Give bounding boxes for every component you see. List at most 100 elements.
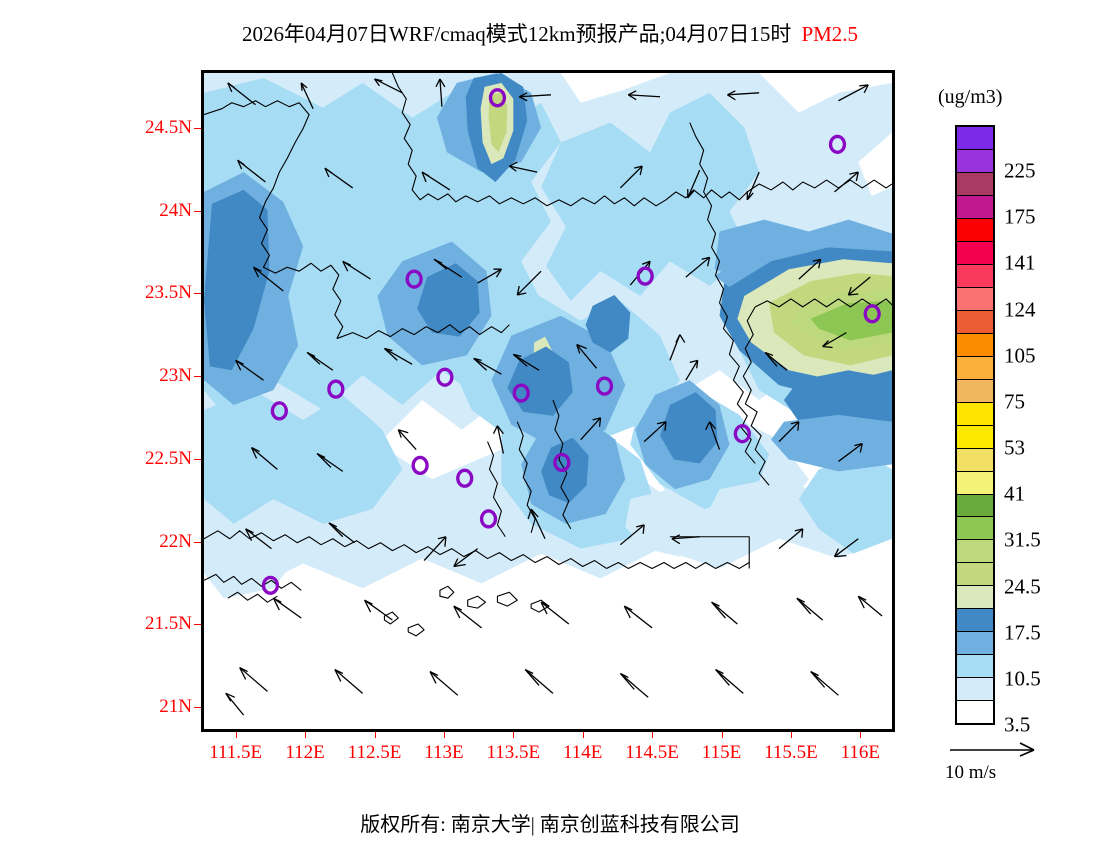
colorbar-band-12 bbox=[957, 402, 993, 426]
colorbar-band-15 bbox=[957, 471, 993, 495]
colorbar-label-105: 105 bbox=[1004, 343, 1036, 368]
x-tick-mark bbox=[860, 732, 862, 738]
y-tick-label: 21.5N bbox=[145, 613, 192, 635]
x-tick-label-116E: 116E bbox=[840, 742, 880, 763]
station-marker bbox=[733, 424, 751, 444]
colorbar-label-124: 124 bbox=[1004, 297, 1036, 322]
station-marker bbox=[479, 509, 498, 529]
colorbar-label-17.5: 17.5 bbox=[1004, 620, 1041, 645]
station-marker bbox=[863, 304, 881, 324]
title-species-text: PM2.5 bbox=[801, 22, 859, 46]
colorbar-band-23 bbox=[957, 655, 993, 679]
colorbar-label-24.5: 24.5 bbox=[1004, 574, 1041, 599]
map-canvas bbox=[204, 73, 892, 729]
colorbar-band-2 bbox=[957, 172, 993, 196]
map-plot-area[interactable] bbox=[201, 70, 895, 732]
colorbar-band-20 bbox=[957, 586, 993, 610]
station-marker bbox=[553, 452, 571, 473]
colorbar-label-10.5: 10.5 bbox=[1004, 666, 1041, 691]
colorbar-band-10 bbox=[957, 356, 993, 380]
station-marker bbox=[405, 269, 423, 289]
contour-band-10.5-17.5-ne-outer bbox=[714, 231, 892, 288]
colorbar-label-75: 75 bbox=[1004, 389, 1025, 414]
y-tick-label: 24N bbox=[159, 199, 192, 221]
colorbar-label-141: 141 bbox=[1004, 250, 1036, 275]
wind-scale-label: 10 m/s bbox=[945, 762, 997, 783]
arrow-right-icon bbox=[950, 742, 1035, 757]
station-marker-group[interactable] bbox=[261, 88, 881, 595]
x-tick-mark bbox=[582, 732, 584, 738]
x-tick-mark bbox=[443, 732, 445, 738]
y-tick-mark bbox=[194, 707, 201, 709]
x-tick-label-111.5E: 111.5E bbox=[209, 742, 263, 763]
x-tick-label-113.5E: 113.5E bbox=[486, 742, 541, 763]
colorbar-band-5 bbox=[957, 241, 993, 265]
colorbar-label-31.5: 31.5 bbox=[1004, 527, 1041, 552]
colorbar-band-11 bbox=[957, 379, 993, 403]
station-marker bbox=[411, 455, 429, 476]
x-tick-label-113E: 113E bbox=[424, 742, 464, 763]
station-marker bbox=[828, 134, 847, 154]
x-tick-mark bbox=[513, 732, 515, 738]
colorbar-band-0 bbox=[957, 127, 993, 150]
colorbar-band-16 bbox=[957, 494, 993, 518]
station-marker bbox=[512, 383, 530, 403]
x-tick-mark bbox=[652, 732, 654, 738]
colorbar[interactable] bbox=[955, 125, 995, 725]
y-tick-mark bbox=[194, 624, 201, 626]
colorbar-label-53: 53 bbox=[1004, 435, 1025, 460]
contour-band-10.5-17.5-b bbox=[541, 92, 760, 301]
y-tick-mark bbox=[194, 458, 201, 460]
colorbar-band-22 bbox=[957, 632, 993, 656]
administrative-boundaries bbox=[204, 73, 892, 637]
x-tick-mark bbox=[790, 732, 792, 738]
colorbar-band-4 bbox=[957, 218, 993, 242]
page-title: 2026年04月07日WRF/cmaq模式12km预报产品;04月07日15时 P… bbox=[0, 18, 1100, 48]
y-tick-mark bbox=[194, 541, 201, 543]
y-axis: 21N 21.5N 22N 22.5N 23N 23.5N 24N 24.5N bbox=[0, 0, 192, 850]
colorbar-band-3 bbox=[957, 195, 993, 219]
y-tick-label: 21N bbox=[159, 696, 192, 718]
colorbar-band-9 bbox=[957, 333, 993, 357]
colorbar-band-21 bbox=[957, 609, 993, 633]
colorbar-band-17 bbox=[957, 517, 993, 541]
y-tick-mark bbox=[194, 376, 201, 378]
station-marker bbox=[270, 401, 288, 421]
x-tick-label-115.5E: 115.5E bbox=[764, 742, 818, 763]
wind-scale-legend: 10 m/s bbox=[940, 736, 1090, 796]
colorbar-band-18 bbox=[957, 540, 993, 564]
x-tick-label-114E: 114E bbox=[562, 742, 603, 763]
x-tick-mark bbox=[235, 732, 237, 738]
colorbar-band-19 bbox=[957, 563, 993, 587]
colorbar-band-7 bbox=[957, 287, 993, 311]
colorbar-band-14 bbox=[957, 448, 993, 472]
wind-vector-field bbox=[225, 78, 883, 716]
contour-band-3.5-offshore bbox=[625, 489, 705, 557]
station-marker bbox=[488, 88, 507, 108]
x-tick-mark bbox=[721, 732, 723, 738]
colorbar-band-24 bbox=[957, 678, 993, 702]
contour-band-31.5-north-hotspot bbox=[488, 92, 508, 153]
colorbar-units-label: (ug/m3) bbox=[938, 86, 1003, 108]
contour-band-17.5-prd-f bbox=[585, 294, 631, 353]
colorbar-label-225: 225 bbox=[1004, 158, 1036, 183]
y-tick-mark bbox=[194, 127, 201, 129]
contour-band-3.5-offshore-b bbox=[707, 481, 784, 547]
colorbar-band-25 bbox=[957, 701, 993, 724]
colorbar-band-8 bbox=[957, 310, 993, 334]
colorbar-label-175: 175 bbox=[1004, 204, 1036, 229]
colorbar-label-3.5: 3.5 bbox=[1004, 712, 1031, 737]
title-main-text: 2026年04月07日WRF/cmaq模式12km预报产品;04月07日15时 bbox=[241, 22, 792, 46]
y-tick-mark bbox=[194, 293, 201, 295]
colorbar-tick-labels: 225 175 141 124 105 75 53 41 31.5 24.5 17.5 10.5 3.5 bbox=[1000, 125, 1096, 737]
colorbar-band-13 bbox=[957, 425, 993, 449]
contour-band-17.5-prd-c bbox=[204, 189, 270, 371]
x-tick-mark bbox=[305, 732, 307, 738]
contour-band-10.5-17.5-d bbox=[204, 390, 403, 524]
contour-band-17.5-prd-d bbox=[660, 392, 718, 464]
y-tick-label: 22N bbox=[159, 530, 192, 552]
x-tick-mark bbox=[374, 732, 376, 738]
contour-band-17.5-deep-se2 bbox=[771, 414, 892, 472]
y-tick-label: 23.5N bbox=[145, 282, 192, 304]
colorbar-band-6 bbox=[957, 264, 993, 288]
